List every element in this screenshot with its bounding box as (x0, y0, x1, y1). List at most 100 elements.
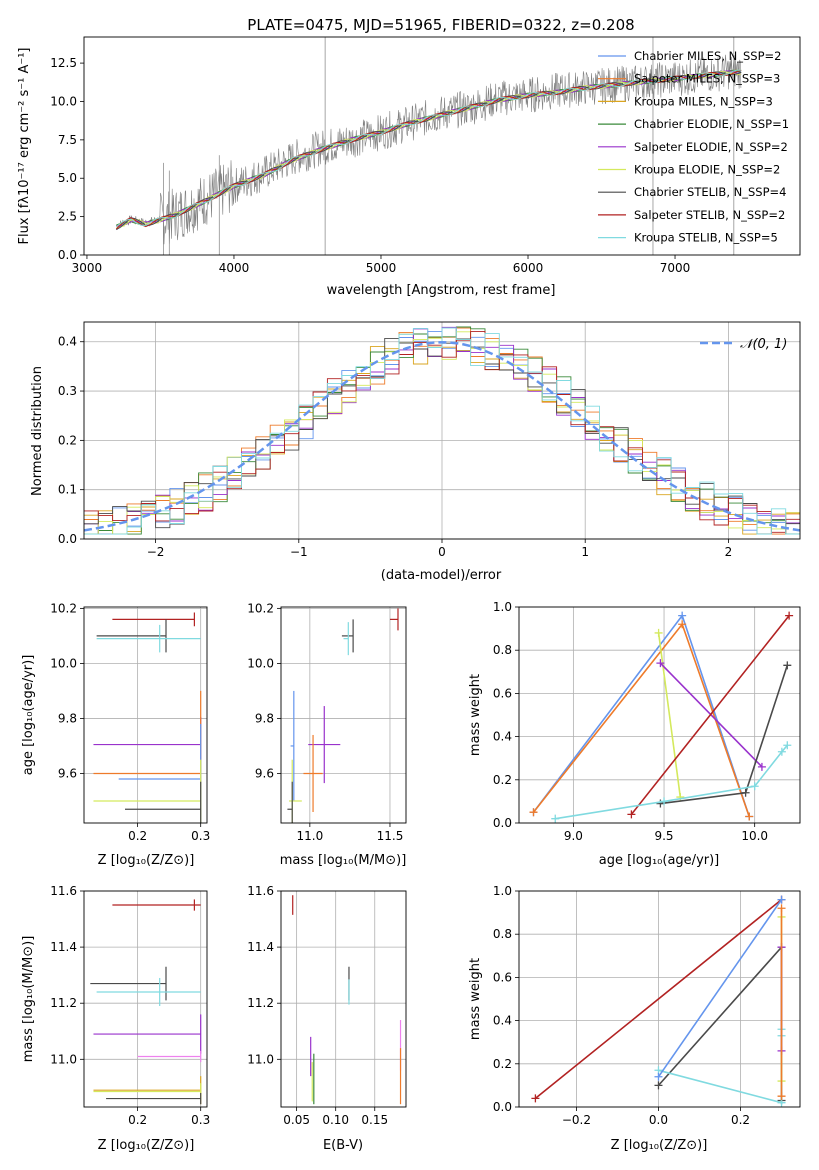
histogram-step (84, 327, 800, 535)
y-tick-label: 0.4 (58, 335, 77, 349)
y-tick-label: 11.2 (50, 996, 77, 1010)
legend-label: Salpeter ELODIE, N_SSP=2 (634, 140, 788, 154)
spectrum-ylabel: Flux [fλ10⁻¹⁷ erg cm⁻² s⁻¹ A⁻¹] (17, 48, 32, 245)
plot-area (292, 895, 402, 1105)
mw-age-xlabel: age [log₁₀(age/yr)] (599, 853, 720, 868)
y-tick-label: 2.5 (58, 210, 77, 224)
weight-line (658, 1029, 783, 1104)
x-tick-label: 0.0 (649, 1113, 668, 1127)
model-spectrum-line (116, 71, 742, 230)
grid-lines (84, 890, 207, 1107)
legend-label: Kroupa MILES, N_SSP=3 (634, 94, 773, 108)
y-tick-label: 9.8 (58, 711, 77, 725)
x-tick-label: 5000 (366, 261, 397, 275)
age-Z-xlabel: Z [log₁₀(Z/Z⊙)] (98, 853, 195, 868)
age-mass-xlabel: mass [log₁₀(M/M⊙)] (280, 853, 407, 868)
y-tick-label: 10.0 (50, 656, 77, 670)
plus-marker (627, 810, 636, 819)
x-tick-label: 11.0 (296, 829, 323, 843)
weight-line (534, 898, 783, 1100)
x-tick-label: 10.0 (741, 829, 768, 843)
grid-lines (281, 890, 406, 1107)
mass-vs-EBV-panel: E(B-V) 0.05 0.10 0.15 11.0 11.2 11.4 11.6 (247, 884, 407, 1153)
mw-Z-ylabel: mass weight (468, 958, 483, 1040)
x-tick-label: 2 (725, 545, 733, 559)
axes-frame (280, 606, 407, 824)
plus-marker (783, 661, 792, 670)
plot-area (84, 326, 800, 535)
axes-frame (518, 606, 801, 824)
y-tick-label: 0.0 (493, 816, 512, 830)
axes-frame (280, 890, 407, 1108)
plus-marker (777, 895, 786, 904)
spectrum-legend: Chabrier MILES, N_SSP=2 Salpeter MILES, N… (598, 49, 789, 245)
legend-label: 𝒩(0, 1) (740, 337, 787, 352)
plus-marker (783, 741, 792, 750)
y-tick-label: 10.2 (247, 601, 274, 615)
y-tick-label: 10.2 (50, 601, 77, 615)
y-tick-label: 11.4 (247, 940, 274, 954)
y-tick-label: 0.4 (493, 1014, 512, 1028)
y-tick-label: 11.2 (247, 996, 274, 1010)
y-tick-label: 11.0 (247, 1052, 274, 1066)
y-tick-label: 0.0 (493, 1100, 512, 1114)
weight-line (657, 899, 783, 1078)
plus-marker (676, 793, 685, 802)
x-tick-label: 0.2 (128, 829, 147, 843)
x-tick-label: −0.2 (562, 1113, 591, 1127)
plus-marker (654, 1081, 663, 1090)
y-tick-label: 11.0 (50, 1052, 77, 1066)
y-tick-label: 0.0 (58, 532, 77, 546)
weight-line (532, 613, 750, 817)
y-tick-label: 11.6 (50, 884, 77, 898)
y-tick-label: 0.6 (493, 686, 512, 700)
plot-area (90, 899, 202, 1105)
age-Z-ylabel: age [log₁₀(age/yr)] (21, 655, 36, 776)
y-tick-label: 0.8 (493, 927, 512, 941)
plus-marker (777, 904, 786, 913)
axes-frame (83, 321, 801, 540)
x-tick-label: 0.2 (128, 1113, 147, 1127)
y-tick-label: 10.0 (50, 94, 77, 108)
plus-marker (551, 814, 560, 823)
grid-lines (84, 607, 207, 823)
mass-EBV-xlabel: E(B-V) (323, 1138, 363, 1153)
weight-line (657, 632, 682, 798)
plot-area (287, 608, 399, 823)
legend-label: Salpeter STELIB, N_SSP=2 (634, 208, 785, 222)
y-tick-label: 11.6 (247, 884, 274, 898)
x-tick-label: 9.5 (654, 829, 673, 843)
plus-marker (678, 611, 687, 620)
y-tick-label: 0.6 (493, 970, 512, 984)
plus-marker (654, 628, 663, 637)
y-tick-label: 9.6 (58, 766, 77, 780)
residual-ylabel: Normed distribution (30, 366, 45, 496)
plus-marker (654, 1072, 663, 1081)
age-vs-mass-panel: mass [log₁₀(M/M⊙)] 11.0 11.5 9.6 9.8 10.0 10.… (247, 601, 407, 868)
plus-marker (777, 747, 786, 756)
mass-vs-Z-panel: Z [log₁₀(Z/Z⊙)] mass [log₁₀(M/M⊙)] 0.2 0.… (21, 884, 210, 1153)
spectrum-panel: PLATE=0475, MJD=51965, FIBERID=0322, z=0… (17, 16, 801, 298)
plot-area (115, 37, 742, 255)
y-tick-label: 0.1 (58, 483, 77, 497)
weight-line (660, 665, 789, 805)
legend-label: Chabrier MILES, N_SSP=2 (634, 49, 781, 63)
x-tick-label: 0.2 (731, 1113, 750, 1127)
y-tick-label: 0.8 (493, 643, 512, 657)
legend-label: Kroupa ELODIE, N_SSP=2 (634, 163, 780, 177)
normal-curve (84, 340, 800, 532)
mass-Z-ylabel: mass [log₁₀(M/M⊙)] (21, 936, 36, 1063)
x-tick-label: 0.10 (322, 1113, 349, 1127)
grid-lines (281, 607, 406, 823)
x-tick-label: 4000 (219, 261, 250, 275)
plus-marker (678, 620, 687, 629)
x-tick-label: 6000 (513, 261, 544, 275)
spectrum-xlabel: wavelength [Angstrom, rest frame] (327, 283, 556, 298)
plus-marker (785, 611, 794, 620)
mw-age-ylabel: mass weight (468, 674, 483, 756)
model-spectrum-line (116, 69, 742, 228)
massweight-vs-Z-panel: Z [log₁₀(Z/Z⊙)] mass weight −0.2 0.0 0.2 0.… (468, 884, 801, 1153)
plus-marker (750, 782, 759, 791)
plus-marker (741, 788, 750, 797)
